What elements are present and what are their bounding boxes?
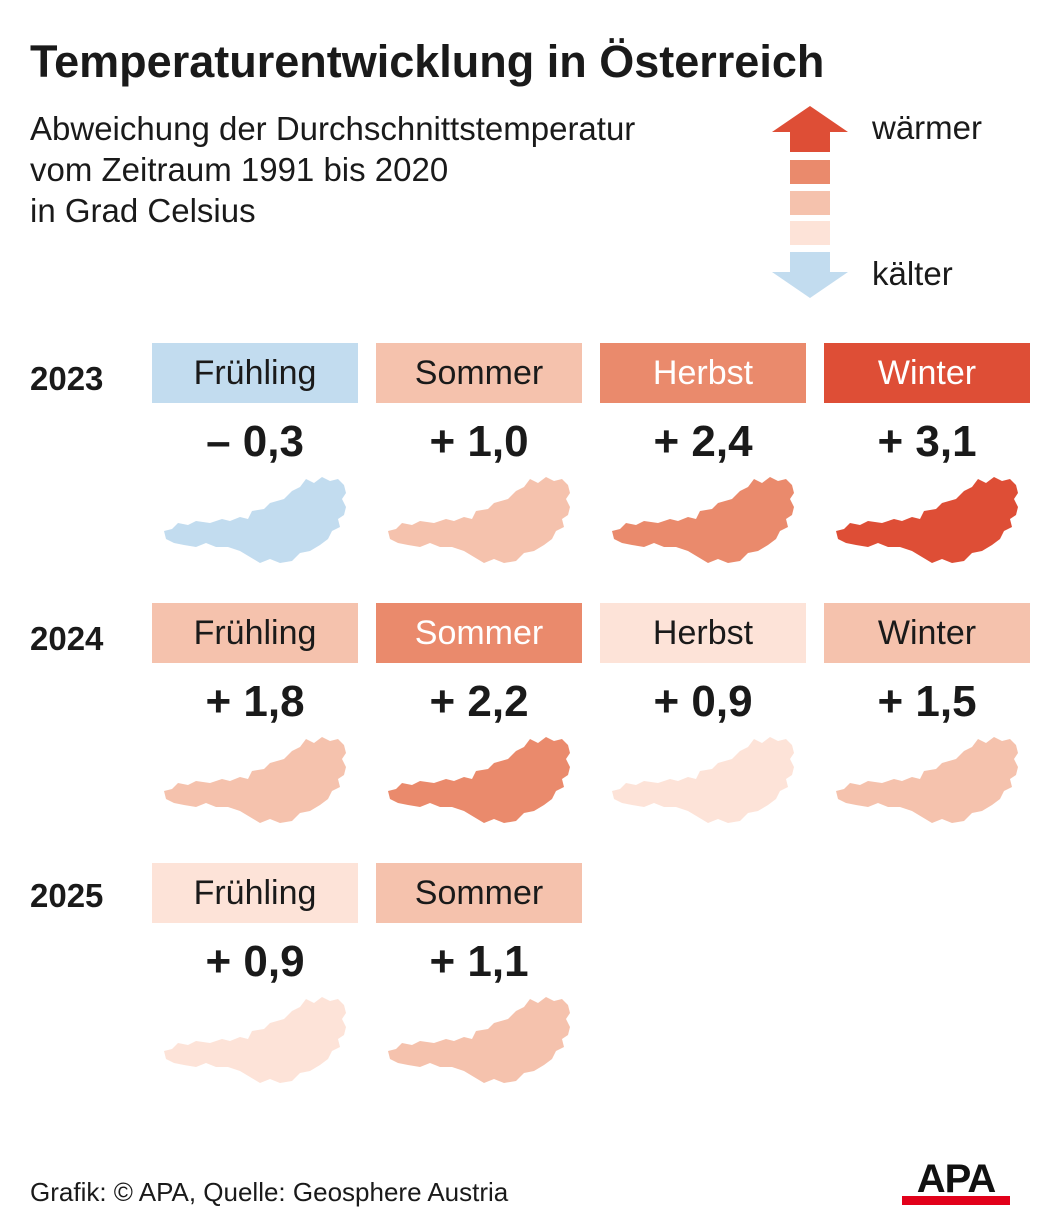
temperature-deviation: + 2,2: [429, 677, 529, 726]
austria-map-shape: [612, 477, 794, 563]
legend-warm-label: wärmer: [872, 109, 983, 146]
austria-map-shape: [164, 737, 346, 823]
subtitle: Abweichung der Durchschnittstemperatur v…: [30, 108, 635, 231]
austria-map-icon: [388, 997, 570, 1083]
austria-map-shape: [388, 997, 570, 1083]
austria-map-icon: [612, 737, 794, 823]
apa-logo-icon: APA: [902, 1158, 1010, 1205]
legend-warm-arrow: [772, 106, 848, 152]
temperature-deviation: – 0,3: [206, 417, 304, 466]
austria-map-shape: [836, 737, 1018, 823]
season-tile: Frühling + 0,9: [152, 863, 360, 1113]
season-tile: Herbst + 2,4: [600, 343, 808, 593]
page-title: Temperaturentwicklung in Österreich: [30, 36, 825, 87]
austria-map-icon: [612, 477, 794, 563]
legend-cold-label: kälter: [872, 255, 953, 292]
austria-map-shape: [164, 477, 346, 563]
austria-map-icon: [164, 997, 346, 1083]
austria-map-shape: [836, 477, 1018, 563]
season-label: Sommer: [376, 343, 582, 403]
legend-scale-icon: [772, 106, 848, 298]
legend-swatch-medium: [790, 160, 830, 184]
austria-map-icon: [836, 477, 1018, 563]
season-label: Frühling: [152, 603, 358, 663]
year-label-2024: 2024: [30, 620, 104, 657]
subtitle-line-1: Abweichung der Durchschnittstemperatur: [30, 110, 636, 147]
austria-map-icon: [388, 737, 570, 823]
austria-map-shape: [388, 477, 570, 563]
temperature-deviation: + 3,1: [877, 417, 977, 466]
season-label: Frühling: [152, 343, 358, 403]
temperature-deviation: + 1,1: [429, 937, 529, 986]
austria-map-icon: [164, 477, 346, 563]
apa-logo-bar: [902, 1196, 1010, 1205]
source-credit: Grafik: © APA, Quelle: Geosphere Austria: [30, 1177, 509, 1207]
season-tile: Sommer + 2,2: [376, 603, 584, 853]
season-tile: Sommer + 1,1: [376, 863, 584, 1113]
legend-cold-arrow: [772, 252, 848, 298]
subtitle-line-2: vom Zeitraum 1991 bis 2020: [30, 151, 449, 188]
color-legend: wärmer kälter: [768, 104, 1041, 304]
legend-swatch-very-light: [790, 221, 830, 245]
austria-map-icon: [164, 737, 346, 823]
subtitle-line-3: in Grad Celsius: [30, 192, 256, 229]
temperature-deviation: + 2,4: [653, 417, 753, 466]
season-tile: Winter + 1,5: [824, 603, 1032, 853]
season-tile: Frühling + 1,8: [152, 603, 360, 853]
temperature-deviation: + 0,9: [205, 937, 305, 986]
season-label: Sommer: [376, 863, 582, 923]
temperature-deviation: + 1,8: [205, 677, 305, 726]
austria-map-shape: [388, 737, 570, 823]
year-label-2025: 2025: [30, 877, 104, 914]
season-label: Herbst: [600, 603, 806, 663]
austria-map-shape: [612, 737, 794, 823]
temperature-deviation: + 1,5: [877, 677, 977, 726]
season-label: Sommer: [376, 603, 582, 663]
austria-map-icon: [836, 737, 1018, 823]
apa-logo-text: APA: [917, 1158, 996, 1201]
season-label: Herbst: [600, 343, 806, 403]
austria-map-shape: [164, 997, 346, 1083]
season-tile: Frühling – 0,3: [152, 343, 360, 593]
season-tile: Herbst + 0,9: [600, 603, 808, 853]
season-label: Winter: [824, 603, 1030, 663]
austria-map-icon: [388, 477, 570, 563]
season-label: Frühling: [152, 863, 358, 923]
season-label: Winter: [824, 343, 1030, 403]
temperature-deviation: + 1,0: [429, 417, 529, 466]
temperature-deviation: + 0,9: [653, 677, 753, 726]
season-tile: Winter + 3,1: [824, 343, 1032, 593]
legend-swatch-light: [790, 191, 830, 215]
season-tile: Sommer + 1,0: [376, 343, 584, 593]
year-label-2023: 2023: [30, 360, 104, 397]
